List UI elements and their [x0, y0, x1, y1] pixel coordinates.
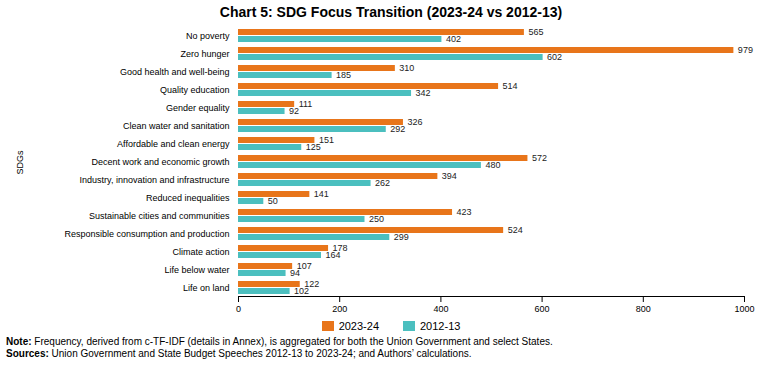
svg-text:Life below water: Life below water — [164, 265, 229, 275]
svg-text:572: 572 — [532, 153, 547, 163]
svg-text:185: 185 — [336, 70, 351, 80]
svg-text:342: 342 — [416, 88, 431, 98]
html-text:2023-24: 2023-24 — [338, 320, 379, 332]
svg-text:Sustainable cities and communi: Sustainable cities and communities — [89, 211, 230, 221]
svg-text:310: 310 — [399, 63, 414, 73]
svg-text:Affordable and clean energy: Affordable and clean energy — [117, 139, 230, 149]
svg-text:102: 102 — [294, 286, 309, 296]
html-text:Chart 5: SDG Focus Transition: Chart 5: SDG Focus Transition (2023-24 v… — [219, 4, 563, 20]
svg-text:94: 94 — [290, 268, 300, 278]
svg-text:565: 565 — [528, 27, 543, 37]
svg-text:200: 200 — [332, 304, 347, 314]
svg-text:326: 326 — [407, 117, 422, 127]
svg-text:292: 292 — [390, 124, 405, 134]
svg-text:979: 979 — [738, 45, 753, 55]
svg-text:Industry, innovation and infra: Industry, innovation and infrastructure — [80, 175, 230, 185]
svg-text:SDGs: SDGs — [15, 150, 25, 175]
svg-text:Good health and well-being: Good health and well-being — [120, 67, 230, 77]
svg-text:111: 111 — [299, 99, 313, 109]
svg-text:800: 800 — [636, 304, 651, 314]
svg-text:250: 250 — [369, 214, 384, 224]
svg-text:Climate action: Climate action — [172, 247, 229, 257]
svg-text:Reduced inequalities: Reduced inequalities — [146, 193, 230, 203]
svg-text:394: 394 — [442, 171, 457, 181]
svg-text:480: 480 — [485, 160, 500, 170]
svg-text:125: 125 — [306, 142, 321, 152]
svg-text:1000: 1000 — [734, 304, 754, 314]
svg-text:602: 602 — [547, 52, 562, 62]
svg-text:Responsible consumption and pr: Responsible consumption and production — [64, 229, 229, 239]
svg-text:122: 122 — [304, 279, 320, 290]
svg-text:164: 164 — [325, 250, 340, 260]
svg-text:107: 107 — [296, 261, 312, 272]
html-text:Sources: Union Government and: Sources: Union Government and State Budg… — [6, 348, 472, 359]
html-text:2012-13: 2012-13 — [420, 320, 461, 332]
svg-text:423: 423 — [457, 207, 472, 217]
svg-text:0: 0 — [236, 304, 241, 314]
svg-text:Zero hunger: Zero hunger — [180, 49, 229, 59]
html-text:Note: Frequency, derived from: Note: Frequency, derived from c-TF-IDF (… — [6, 336, 553, 347]
svg-text:92: 92 — [289, 106, 299, 116]
svg-text:524: 524 — [508, 225, 523, 235]
svg-text:262: 262 — [375, 178, 390, 188]
svg-text:Gender equality: Gender equality — [166, 103, 230, 113]
svg-text:50: 50 — [268, 196, 278, 206]
svg-text:400: 400 — [433, 304, 448, 314]
svg-text:151: 151 — [319, 135, 334, 145]
svg-text:141: 141 — [314, 189, 329, 199]
svg-text:600: 600 — [535, 304, 550, 314]
svg-text:514: 514 — [503, 81, 518, 91]
svg-text:178: 178 — [332, 243, 348, 254]
svg-text:Clean water and sanitation: Clean water and sanitation — [123, 121, 230, 131]
svg-text:402: 402 — [446, 34, 461, 44]
svg-text:Life on land: Life on land — [183, 283, 230, 293]
svg-text:Quality education: Quality education — [160, 85, 230, 95]
svg-text:299: 299 — [394, 232, 409, 242]
svg-text:Decent work and economic growt: Decent work and economic growth — [91, 157, 229, 167]
svg-text:No poverty: No poverty — [186, 31, 230, 41]
